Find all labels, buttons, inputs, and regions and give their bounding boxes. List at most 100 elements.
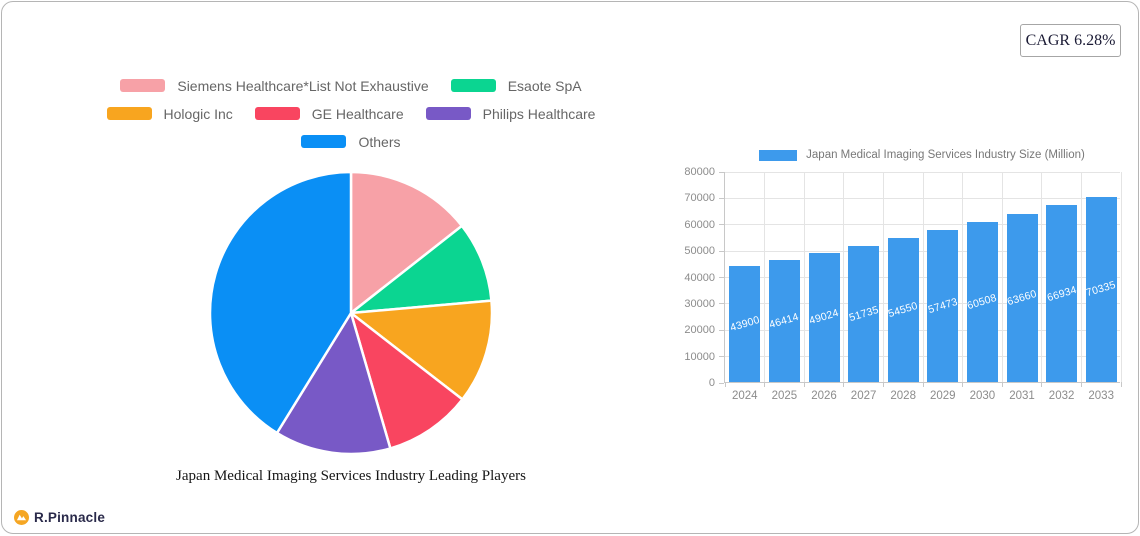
pie-legend-item: Hologic Inc: [106, 105, 233, 122]
x-axis-tick: [1080, 382, 1082, 387]
x-axis-tick: [803, 382, 805, 387]
x-axis-label: 2026: [811, 390, 837, 402]
x-gridline: [1120, 172, 1122, 382]
x-gridline: [843, 172, 845, 382]
y-axis-label: 0: [708, 377, 715, 389]
y-axis-label: 20000: [684, 324, 715, 337]
legend-label: GE Healthcare: [311, 105, 404, 122]
bar: [768, 259, 800, 382]
x-axis-label: 2027: [850, 390, 877, 402]
pie-slice-3: [349, 311, 464, 450]
brand-logo: R.Pinnacle: [14, 510, 105, 525]
x-axis-tick: [1001, 382, 1003, 387]
cagr-badge: CAGR 6.28%: [1020, 24, 1121, 57]
legend-label: Others: [358, 133, 401, 150]
bar: [848, 245, 880, 382]
x-gridline: [882, 172, 884, 382]
pie-slice-4: [275, 311, 392, 456]
y-axis-tick: [719, 250, 724, 252]
pie-legend-item: Siemens Healthcare*List Not Exhaustive: [120, 77, 429, 94]
x-gridline: [803, 172, 805, 382]
pie-legend-row: Others: [66, 132, 636, 151]
y-axis-tick: [719, 356, 724, 358]
pinnacle-logo-icon: [14, 510, 29, 525]
legend-swatch-icon: [450, 79, 496, 92]
legend-swatch-icon: [106, 107, 152, 120]
pie-slice-5: [208, 170, 353, 435]
x-axis-tick: [1041, 382, 1043, 387]
y-axis-tick: [719, 329, 724, 331]
x-gridline: [1080, 172, 1082, 382]
pie-chart: [208, 170, 494, 456]
legend-label: Philips Healthcare: [482, 105, 596, 122]
y-axis-label: 10000: [684, 350, 715, 363]
x-axis-tick: [724, 382, 726, 387]
pie-slice-1: [349, 224, 493, 315]
x-gridline: [962, 172, 964, 382]
pie-slice-2: [349, 299, 494, 401]
x-gridline: [922, 172, 924, 382]
pie-legend-item: Esaote SpA: [450, 77, 582, 94]
y-axis-label: 40000: [684, 271, 715, 284]
x-gridline: [1041, 172, 1043, 382]
bar-legend-label: Japan Medical Imaging Services Industry …: [806, 149, 1085, 161]
y-axis-tick: [719, 197, 724, 199]
y-axis-label: 70000: [684, 192, 715, 205]
bar-legend: Japan Medical Imaging Services Industry …: [724, 149, 1120, 161]
x-axis-label: 2029: [930, 390, 956, 402]
x-axis-label: 2032: [1048, 390, 1075, 402]
bar-legend-swatch: [759, 149, 798, 161]
y-axis-label: 60000: [684, 218, 715, 231]
y-axis-label: 30000: [684, 297, 715, 310]
y-axis-label: 80000: [684, 166, 715, 178]
legend-swatch-icon: [425, 107, 471, 120]
pie-title: Japan Medical Imaging Services Industry …: [176, 468, 526, 484]
x-axis-tick: [843, 382, 845, 387]
x-axis-tick: [1120, 382, 1122, 387]
x-axis-label: 2024: [732, 390, 758, 402]
x-axis-label: 2028: [890, 390, 916, 402]
legend-label: Esaote SpA: [507, 77, 582, 94]
x-gridline: [764, 172, 766, 382]
y-axis-tick: [719, 382, 724, 384]
x-axis-tick: [922, 382, 924, 387]
x-axis-label: 2025: [771, 390, 798, 402]
x-axis-label: 2031: [1009, 390, 1035, 402]
x-axis-tick: [764, 382, 766, 387]
pie-legend-row: Hologic Inc GE Healthcare Philips Healthca…: [66, 104, 636, 123]
pie-legend-item: Philips Healthcare: [425, 105, 596, 122]
bar: [729, 266, 761, 382]
cagr-badge-label: CAGR 6.28%: [1025, 31, 1116, 49]
brand-name: R.Pinnacle: [34, 510, 106, 525]
pie-legend-item: GE Healthcare: [254, 105, 404, 122]
legend-label: Hologic Inc: [163, 105, 233, 122]
x-axis-tick: [962, 382, 964, 387]
legend-swatch-icon: [120, 79, 166, 92]
bar: [1085, 196, 1117, 382]
legend-swatch-icon: [254, 107, 300, 120]
y-axis-tick: [719, 303, 724, 305]
mountain-glyph: [16, 514, 27, 521]
x-axis-label: 2033: [1088, 390, 1114, 402]
y-axis-tick: [719, 277, 724, 278]
x-axis-tick: [882, 382, 884, 387]
bar: [927, 230, 959, 382]
pie-slice-0: [349, 170, 464, 315]
bar: [1046, 205, 1078, 382]
y-axis-tick: [719, 224, 724, 226]
x-axis-label: 2030: [969, 390, 996, 402]
x-gridline: [1001, 172, 1003, 382]
pie-legend-row: Siemens Healthcare*List Not Exhaustive Es…: [66, 76, 636, 95]
pie-legend: Siemens Healthcare*List Not Exhaustive Es…: [66, 76, 636, 151]
legend-swatch-icon: [301, 135, 347, 148]
bar: [1006, 214, 1038, 382]
bar: [966, 222, 998, 382]
legend-label: Siemens Healthcare*List Not Exhaustive: [177, 77, 429, 94]
bar: [808, 252, 840, 382]
y-axis-tick: [719, 171, 724, 173]
bar-plot: 0 10000 20000 30000 40000 50000 60000 70000 8000…: [684, 166, 1122, 402]
bar: [887, 238, 919, 382]
pie-legend-item: Others: [301, 133, 401, 150]
y-axis-label: 50000: [684, 245, 715, 258]
